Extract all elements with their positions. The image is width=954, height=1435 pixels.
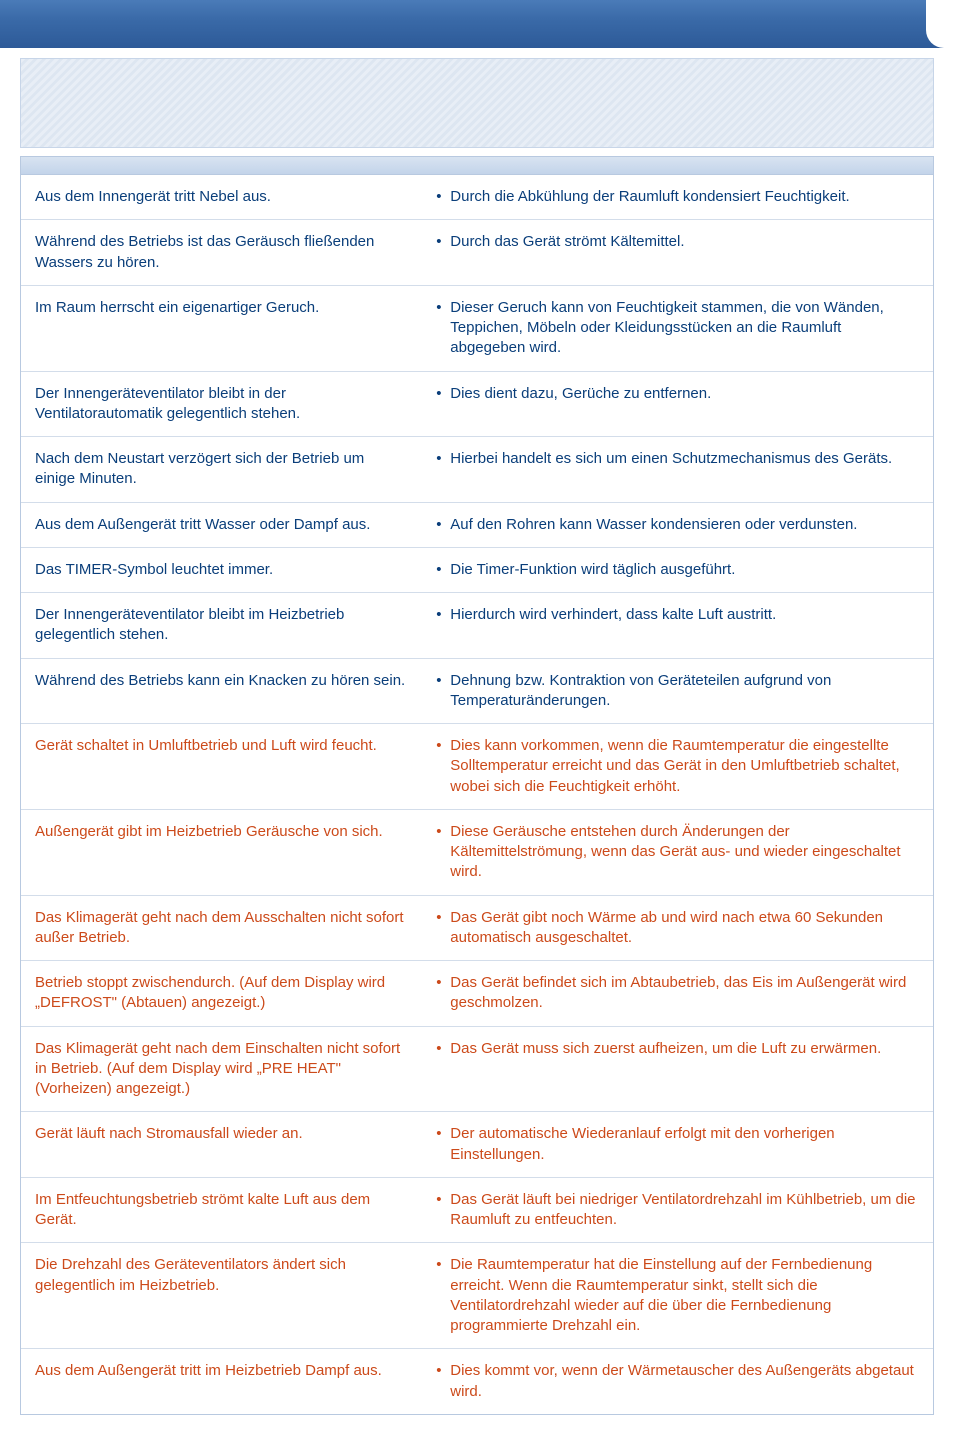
explanation-list: Das Gerät gibt noch Wärme ab und wird na…	[436, 908, 919, 949]
explanation-list: Dehnung bzw. Kontraktion von Geräteteile…	[436, 671, 919, 712]
explanation-cell: Dies kommt vor, wenn der Wärmetauscher d…	[422, 1349, 933, 1414]
symptom-cell: Während des Betriebs kann ein Knacken zu…	[21, 658, 422, 724]
symptom-cell: Aus dem Innengerät tritt Nebel aus.	[21, 175, 422, 220]
explanation-list: Dieser Geruch kann von Feuchtigkeit stam…	[436, 298, 919, 359]
table-row: Außengerät gibt im Heizbetrieb Geräusche…	[21, 809, 933, 895]
explanation-list: Durch die Abkühlung der Raumluft kondens…	[436, 187, 919, 207]
table-row: Nach dem Neustart verzögert sich der Bet…	[21, 437, 933, 503]
explanation-list: Dies kann vorkommen, wenn die Raumtemper…	[436, 736, 919, 797]
table-row: Der Innengeräteventilator bleibt im Heiz…	[21, 593, 933, 659]
explanation-cell: Das Gerät läuft bei niedriger Ventilator…	[422, 1177, 933, 1243]
table-row: Die Drehzahl des Geräteventilators änder…	[21, 1243, 933, 1349]
symptom-cell: Das TIMER-Symbol leuchtet immer.	[21, 547, 422, 592]
explanation-item: Dies kommt vor, wenn der Wärmetauscher d…	[436, 1361, 919, 1402]
explanation-cell: Durch das Gerät strömt Kältemittel.	[422, 220, 933, 286]
explanation-item: Das Gerät befindet sich im Abtaubetrieb,…	[436, 973, 919, 1014]
explanation-item: Hierbei handelt es sich um einen Schutzm…	[436, 449, 919, 469]
explanation-cell: Auf den Rohren kann Wasser kondensieren …	[422, 502, 933, 547]
explanation-list: Hierdurch wird verhindert, dass kalte Lu…	[436, 605, 919, 625]
symptom-cell: Das Klimagerät geht nach dem Einschalten…	[21, 1026, 422, 1112]
hero-strip	[20, 58, 934, 148]
table-row: Während des Betriebs ist das Geräusch fl…	[21, 220, 933, 286]
explanation-item: Durch das Gerät strömt Kältemittel.	[436, 232, 919, 252]
table-row: Der Innengeräteventilator bleibt in der …	[21, 371, 933, 437]
explanation-cell: Dies kann vorkommen, wenn die Raumtemper…	[422, 724, 933, 810]
explanation-list: Durch das Gerät strömt Kältemittel.	[436, 232, 919, 252]
table-row: Aus dem Außengerät tritt im Heizbetrieb …	[21, 1349, 933, 1414]
table-row: Aus dem Innengerät tritt Nebel aus. Durch…	[21, 175, 933, 220]
explanation-list: Die Raumtemperatur hat die Einstellung a…	[436, 1255, 919, 1336]
explanation-cell: Diese Geräusche entstehen durch Änderung…	[422, 809, 933, 895]
symptom-cell: Außengerät gibt im Heizbetrieb Geräusche…	[21, 809, 422, 895]
explanation-item: Hierdurch wird verhindert, dass kalte Lu…	[436, 605, 919, 625]
explanation-item: Dieser Geruch kann von Feuchtigkeit stam…	[436, 298, 919, 359]
explanation-item: Auf den Rohren kann Wasser kondensieren …	[436, 515, 919, 535]
explanation-cell: Das Gerät befindet sich im Abtaubetrieb,…	[422, 961, 933, 1027]
table-header-bar	[21, 157, 933, 175]
explanation-item: Diese Geräusche entstehen durch Änderung…	[436, 822, 919, 883]
explanation-cell: Das Gerät muss sich zuerst aufheizen, um…	[422, 1026, 933, 1112]
explanation-cell: Hierbei handelt es sich um einen Schutzm…	[422, 437, 933, 503]
troubleshooting-table: Aus dem Innengerät tritt Nebel aus. Durch…	[21, 175, 933, 1414]
explanation-list: Das Gerät läuft bei niedriger Ventilator…	[436, 1190, 919, 1231]
explanation-cell: Dies dient dazu, Gerüche zu entfernen.	[422, 371, 933, 437]
table-row: Während des Betriebs kann ein Knacken zu…	[21, 658, 933, 724]
explanation-list: Das Gerät muss sich zuerst aufheizen, um…	[436, 1039, 919, 1059]
symptom-cell: Nach dem Neustart verzögert sich der Bet…	[21, 437, 422, 503]
explanation-cell: Dehnung bzw. Kontraktion von Geräteteile…	[422, 658, 933, 724]
explanation-list: Der automatische Wiederanlauf erfolgt mi…	[436, 1124, 919, 1165]
explanation-cell: Das Gerät gibt noch Wärme ab und wird na…	[422, 895, 933, 961]
symptom-cell: Das Klimagerät geht nach dem Ausschalten…	[21, 895, 422, 961]
table-row: Im Raum herrscht ein eigenartiger Geruch…	[21, 285, 933, 371]
symptom-cell: Im Entfeuchtungsbetrieb strömt kalte Luf…	[21, 1177, 422, 1243]
symptom-cell: Gerät läuft nach Stromausfall wieder an.	[21, 1112, 422, 1178]
explanation-item: Die Raumtemperatur hat die Einstellung a…	[436, 1255, 919, 1336]
explanation-list: Das Gerät befindet sich im Abtaubetrieb,…	[436, 973, 919, 1014]
explanation-list: Hierbei handelt es sich um einen Schutzm…	[436, 449, 919, 469]
table-row: Gerät läuft nach Stromausfall wieder an.…	[21, 1112, 933, 1178]
explanation-cell: Die Timer-Funktion wird täglich ausgefüh…	[422, 547, 933, 592]
explanation-cell: Dieser Geruch kann von Feuchtigkeit stam…	[422, 285, 933, 371]
explanation-item: Durch die Abkühlung der Raumluft kondens…	[436, 187, 919, 207]
symptom-cell: Aus dem Außengerät tritt Wasser oder Dam…	[21, 502, 422, 547]
explanation-item: Die Timer-Funktion wird täglich ausgefüh…	[436, 560, 919, 580]
table-row: Betrieb stoppt zwischendurch. (Auf dem D…	[21, 961, 933, 1027]
symptom-cell: Die Drehzahl des Geräteventilators änder…	[21, 1243, 422, 1349]
explanation-list: Dies dient dazu, Gerüche zu entfernen.	[436, 384, 919, 404]
symptom-cell: Aus dem Außengerät tritt im Heizbetrieb …	[21, 1349, 422, 1414]
explanation-list: Die Timer-Funktion wird täglich ausgefüh…	[436, 560, 919, 580]
table-row: Aus dem Außengerät tritt Wasser oder Dam…	[21, 502, 933, 547]
table-row: Das Klimagerät geht nach dem Einschalten…	[21, 1026, 933, 1112]
explanation-item: Dehnung bzw. Kontraktion von Geräteteile…	[436, 671, 919, 712]
table-row: Das TIMER-Symbol leuchtet immer. Die Time…	[21, 547, 933, 592]
explanation-item: Dies dient dazu, Gerüche zu entfernen.	[436, 384, 919, 404]
symptom-cell: Betrieb stoppt zwischendurch. (Auf dem D…	[21, 961, 422, 1027]
symptom-cell: Im Raum herrscht ein eigenartiger Geruch…	[21, 285, 422, 371]
symptom-cell: Der Innengeräteventilator bleibt im Heiz…	[21, 593, 422, 659]
explanation-item: Das Gerät gibt noch Wärme ab und wird na…	[436, 908, 919, 949]
table-row: Das Klimagerät geht nach dem Ausschalten…	[21, 895, 933, 961]
symptom-cell: Während des Betriebs ist das Geräusch fl…	[21, 220, 422, 286]
explanation-list: Auf den Rohren kann Wasser kondensieren …	[436, 515, 919, 535]
explanation-cell: Der automatische Wiederanlauf erfolgt mi…	[422, 1112, 933, 1178]
explanation-item: Das Gerät läuft bei niedriger Ventilator…	[436, 1190, 919, 1231]
explanation-list: Diese Geräusche entstehen durch Änderung…	[436, 822, 919, 883]
explanation-item: Der automatische Wiederanlauf erfolgt mi…	[436, 1124, 919, 1165]
symptom-cell: Der Innengeräteventilator bleibt in der …	[21, 371, 422, 437]
explanation-item: Dies kann vorkommen, wenn die Raumtemper…	[436, 736, 919, 797]
top-banner	[0, 0, 954, 48]
explanation-list: Dies kommt vor, wenn der Wärmetauscher d…	[436, 1361, 919, 1402]
explanation-cell: Durch die Abkühlung der Raumluft kondens…	[422, 175, 933, 220]
explanation-item: Das Gerät muss sich zuerst aufheizen, um…	[436, 1039, 919, 1059]
symptom-cell: Gerät schaltet in Umluftbetrieb und Luft…	[21, 724, 422, 810]
explanation-cell: Die Raumtemperatur hat die Einstellung a…	[422, 1243, 933, 1349]
explanation-cell: Hierdurch wird verhindert, dass kalte Lu…	[422, 593, 933, 659]
table-row: Gerät schaltet in Umluftbetrieb und Luft…	[21, 724, 933, 810]
table-row: Im Entfeuchtungsbetrieb strömt kalte Luf…	[21, 1177, 933, 1243]
content-frame: Aus dem Innengerät tritt Nebel aus. Durch…	[20, 156, 934, 1415]
